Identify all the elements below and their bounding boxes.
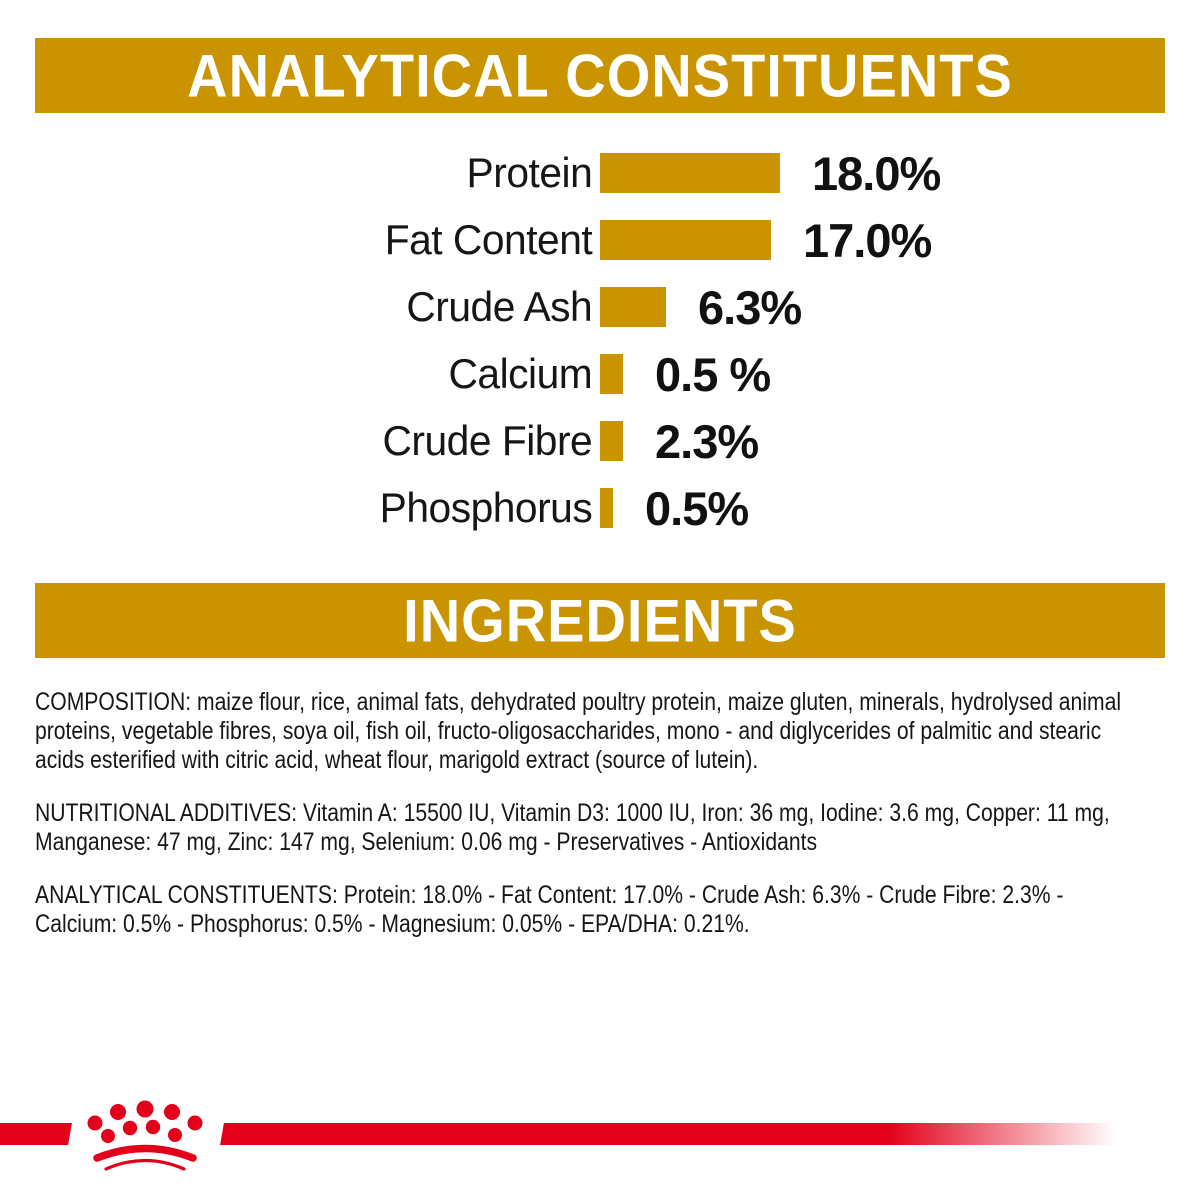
analytical-constituents-paragraph: ANALYTICAL CONSTITUENTS: Protein: 18.0% … [35, 881, 1064, 938]
ingredients-text-section: COMPOSITION: maize flour, rice, animal f… [35, 688, 1150, 963]
chart-row: Phosphorus 0.5% [0, 482, 1200, 535]
chart-value-label: 2.3% [655, 414, 759, 468]
brand-stripe [0, 1123, 1200, 1145]
chart-row-label: Fat Content [384, 216, 593, 263]
ingredients-title: INGREDIENTS [403, 586, 797, 655]
chart-bar [600, 153, 780, 193]
chart-bar [600, 287, 666, 327]
chart-row-label: Crude Fibre [382, 417, 593, 464]
chart-row: Crude Fibre 2.3% [0, 415, 1200, 468]
nutritional-additives-paragraph: NUTRITIONAL ADDITIVES: Vitamin A: 15500 … [35, 799, 1110, 856]
chart-value-label: 0.5% [645, 481, 749, 535]
analytical-constituents-title: ANALYTICAL CONSTITUENTS [187, 41, 1013, 110]
chart-value-label: 0.5 % [655, 347, 771, 401]
royal-canin-crown-icon [87, 1100, 203, 1171]
chart-value-label: 18.0% [812, 146, 941, 200]
chart-row: Crude Ash 6.3% [0, 281, 1200, 334]
chart-row-label: Calcium [448, 350, 593, 397]
chart-row-label: Protein [466, 149, 593, 196]
chart-bar [600, 488, 613, 528]
chart-bar [600, 354, 623, 394]
analytical-chart: Protein 18.0% Fat Content 17.0% Crude Ash 6.3… [0, 147, 1200, 555]
chart-row: Fat Content 17.0% [0, 214, 1200, 267]
ingredients-banner: INGREDIENTS [35, 583, 1165, 658]
chart-row: Calcium 0.5 % [0, 348, 1200, 401]
chart-value-label: 6.3% [698, 280, 802, 334]
chart-bar [600, 421, 623, 461]
analytical-constituents-banner: ANALYTICAL CONSTITUENTS [35, 38, 1165, 113]
chart-row: Protein 18.0% [0, 147, 1200, 200]
chart-row-label: Phosphorus [379, 484, 593, 531]
chart-row-label: Crude Ash [406, 283, 593, 330]
chart-bar [600, 220, 771, 260]
chart-value-label: 17.0% [803, 213, 932, 267]
composition-paragraph: COMPOSITION: maize flour, rice, animal f… [35, 688, 1122, 774]
